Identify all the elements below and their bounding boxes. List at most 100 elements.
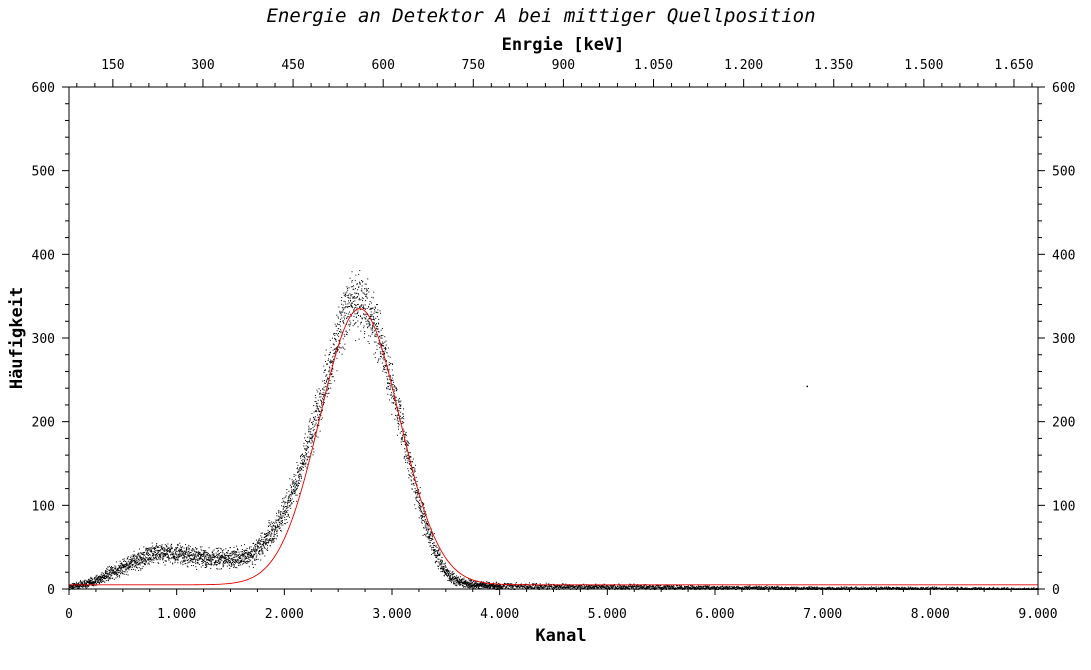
- data-point: [579, 588, 581, 590]
- data-point: [443, 569, 445, 571]
- data-point: [226, 552, 228, 554]
- y-right-tick-label: 100: [1052, 499, 1075, 514]
- data-point: [363, 327, 365, 329]
- data-point: [200, 566, 202, 568]
- data-point: [340, 300, 342, 302]
- data-point: [133, 560, 135, 562]
- data-point: [401, 437, 403, 439]
- data-point: [224, 560, 226, 562]
- data-point: [567, 585, 569, 587]
- data-point: [273, 538, 275, 540]
- data-point: [420, 511, 422, 513]
- data-point: [510, 588, 512, 590]
- data-point: [183, 547, 185, 549]
- data-point: [94, 581, 96, 583]
- data-point: [199, 563, 201, 565]
- data-point: [239, 558, 241, 560]
- data-point: [165, 549, 167, 551]
- data-point: [555, 586, 557, 588]
- data-point: [109, 571, 111, 573]
- data-point: [286, 507, 288, 509]
- data-point: [185, 547, 187, 549]
- data-point: [293, 475, 295, 477]
- data-point: [235, 552, 237, 554]
- data-point: [99, 579, 101, 581]
- data-point: [434, 548, 436, 550]
- data-point: [449, 575, 451, 577]
- data-point: [234, 559, 236, 561]
- data-point: [285, 507, 287, 509]
- data-point: [287, 498, 289, 500]
- data-point: [627, 587, 629, 589]
- data-point: [492, 588, 494, 590]
- data-point: [480, 587, 482, 589]
- data-point: [562, 583, 564, 585]
- data-point: [247, 551, 249, 553]
- data-point: [267, 535, 269, 537]
- data-point: [120, 573, 122, 575]
- data-point: [664, 588, 666, 590]
- data-point: [196, 548, 198, 550]
- data-point: [228, 556, 230, 558]
- data-point: [355, 340, 357, 342]
- data-point: [318, 418, 320, 420]
- data-point: [394, 408, 396, 410]
- data-point: [70, 586, 72, 588]
- data-point: [421, 522, 423, 524]
- data-point: [302, 469, 304, 471]
- data-point: [161, 544, 163, 546]
- data-point: [317, 408, 319, 410]
- data-point: [422, 534, 424, 536]
- data-point: [347, 306, 349, 308]
- data-point: [441, 556, 443, 558]
- data-point: [582, 588, 584, 590]
- data-point: [535, 588, 537, 590]
- data-point: [303, 442, 305, 444]
- data-point: [667, 586, 669, 588]
- data-point: [487, 585, 489, 587]
- data-point: [525, 585, 527, 587]
- data-point: [130, 566, 132, 568]
- data-point: [383, 356, 385, 358]
- data-point: [480, 581, 482, 583]
- data-point: [565, 585, 567, 587]
- data-point: [197, 554, 199, 556]
- data-point: [108, 573, 110, 575]
- data-point: [398, 428, 400, 430]
- data-point: [303, 455, 305, 457]
- data-point: [218, 560, 220, 562]
- data-point: [91, 580, 93, 582]
- data-point: [254, 546, 256, 548]
- data-point: [297, 486, 299, 488]
- data-point: [530, 588, 532, 590]
- data-point: [626, 587, 628, 589]
- data-point: [270, 540, 272, 542]
- data-point: [229, 547, 231, 549]
- data-point: [322, 393, 324, 395]
- data-point: [299, 473, 301, 475]
- data-point: [283, 501, 285, 503]
- data-point: [87, 582, 89, 584]
- data-point: [281, 522, 283, 524]
- data-point: [143, 554, 145, 556]
- data-point: [444, 573, 446, 575]
- data-point: [283, 515, 285, 517]
- data-point: [110, 565, 112, 567]
- data-point: [118, 575, 120, 577]
- data-point: [371, 307, 373, 309]
- data-point: [255, 551, 257, 553]
- data-point: [163, 552, 165, 554]
- data-point: [244, 553, 246, 555]
- data-point: [531, 585, 533, 587]
- data-point: [194, 561, 196, 563]
- data-point: [398, 410, 400, 412]
- data-point: [672, 586, 674, 588]
- data-point: [152, 558, 154, 560]
- data-point: [81, 581, 83, 583]
- data-point: [248, 557, 250, 559]
- data-point: [87, 586, 89, 588]
- data-point: [206, 565, 208, 567]
- data-point: [284, 519, 286, 521]
- data-point: [645, 587, 647, 589]
